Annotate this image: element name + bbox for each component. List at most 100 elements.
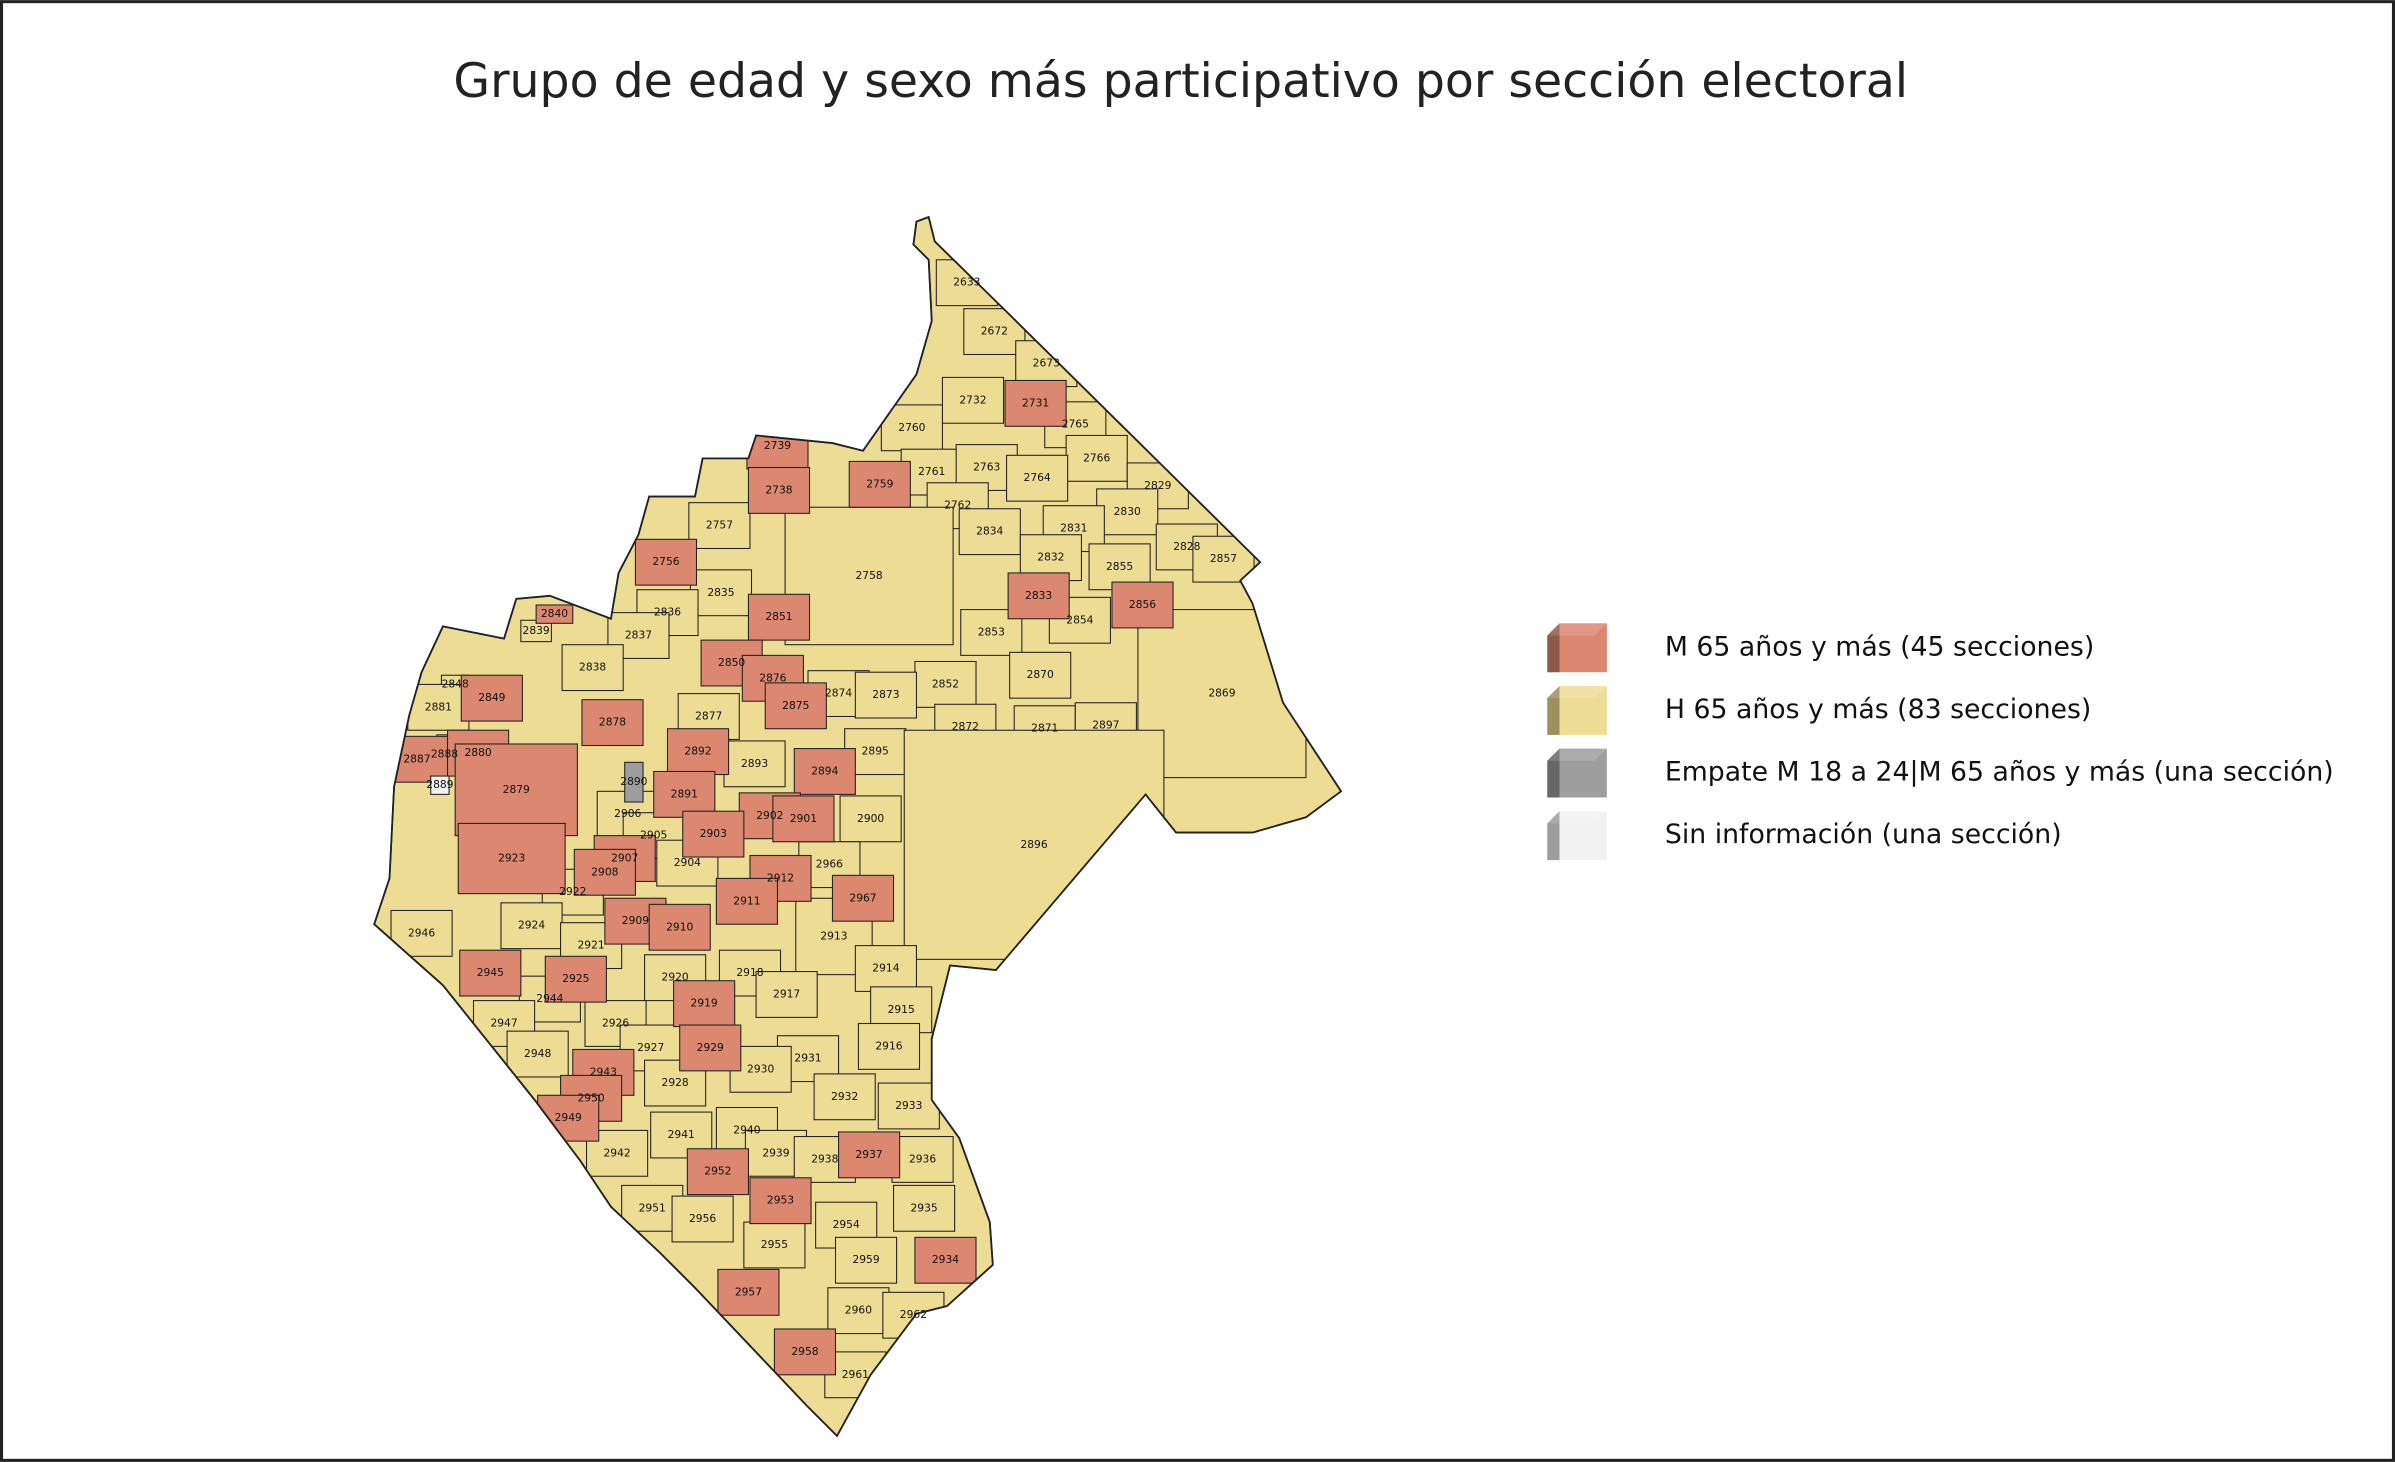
section-label: 2967 [849,891,876,904]
section-area [1006,454,1069,502]
section-label: 2911 [733,894,760,907]
section-area [747,466,811,514]
section-label: 2900 [857,812,884,825]
section-label: 2960 [845,1304,872,1317]
section-label: 2912 [767,871,794,884]
section-area [839,795,902,843]
section-label: 2766 [1083,451,1110,464]
section-label: 2943 [590,1065,617,1078]
section-area [715,877,778,925]
section-label: 2732 [959,393,986,406]
district-border [373,215,1343,1438]
section-label: 2838 [579,661,606,674]
section-label: 2839 [523,624,550,637]
section-label: 2756 [652,555,679,568]
section-label: 2892 [684,745,711,758]
section-area [838,1131,901,1179]
section-area [764,682,827,730]
section-label: 2840 [541,607,568,620]
section-label: 2889 [426,778,453,791]
section-label: 2870 [1027,668,1054,681]
section-area [891,1135,954,1183]
section-area [430,775,450,795]
section-label: 2764 [1024,471,1051,484]
section-area [459,949,522,997]
section-label: 2833 [1025,589,1052,602]
section-area [1096,488,1159,536]
section-area [914,1236,977,1284]
section-label: 2903 [700,827,727,840]
section-label: 2828 [1173,540,1200,553]
legend-swatch-shade [1547,685,1560,735]
section-label: 2929 [697,1041,724,1054]
section-label: 2904 [674,856,701,869]
section-label: 2924 [518,919,545,932]
map-title: Grupo de edad y sexo más participativo p… [453,54,1908,109]
legend-swatch-shade [1547,623,1560,673]
section-area [500,902,563,950]
section-label: 2848 [442,677,469,690]
section-label: 2901 [790,812,817,825]
section-label: 2940 [733,1123,760,1136]
section-area [1009,651,1072,699]
legend-swatch-top-shade [1547,623,1607,636]
section-label: 2916 [875,1039,902,1052]
section-label: 2835 [707,586,734,599]
section-area [460,674,523,722]
section-label: 2905 [640,829,667,842]
section-label: 2834 [976,525,1003,538]
legend-swatch-top-shade [1547,748,1607,761]
section-label: 2871 [1031,722,1058,735]
section-label: 2837 [625,629,652,642]
section-label: 2935 [910,1201,937,1214]
section-label: 2921 [578,939,605,952]
section-area [688,502,751,550]
legend-swatch [1559,748,1607,798]
section-label: 2932 [831,1090,858,1103]
section-label: 2944 [536,992,563,1005]
section-area [772,795,835,843]
section-label: 2941 [668,1128,695,1141]
section-label: 2879 [503,783,530,796]
section-label: 2918 [736,966,763,979]
legend-swatch [1559,685,1607,735]
section-label: 2875 [782,699,809,712]
section-label: 2953 [767,1194,794,1207]
legend-swatch-side [1547,685,1560,735]
section-label: 2936 [909,1152,936,1165]
section-label: 2887 [403,752,430,765]
section-label: 2919 [691,997,718,1010]
legend-swatch-side [1547,811,1560,861]
section-area [723,740,786,788]
section-area [717,1268,780,1316]
section-label: 2850 [718,656,745,669]
section-label: 2855 [1106,560,1133,573]
section-label: 2902 [756,809,783,822]
section-label: 2873 [872,688,899,701]
section-area [666,728,730,776]
section-label: 2876 [759,671,786,684]
section-label: 2872 [952,720,979,733]
section-area [827,1287,890,1335]
section-label: 2832 [1037,551,1064,564]
section-area [673,980,736,1028]
legend-swatch-top-shade [1547,811,1607,824]
section-area [743,1221,806,1269]
section-area [1004,379,1067,427]
section-label: 2952 [704,1165,731,1178]
section-label: 2926 [602,1017,629,1030]
section-label: 2765 [1062,418,1089,431]
section-label: 2829 [1144,479,1171,492]
section-area [747,593,811,641]
section-label: 2633 [953,276,980,289]
section-label: 2945 [477,966,504,979]
section-label: 2830 [1114,505,1141,518]
section-area [880,404,943,452]
section-label: 2896 [1020,838,1047,851]
section-label: 2739 [764,439,791,452]
section-area [653,770,716,818]
section-area [1111,581,1174,629]
section-label: 2915 [888,1003,915,1016]
section-label: 2761 [918,465,945,478]
section-label: 2908 [591,865,618,878]
